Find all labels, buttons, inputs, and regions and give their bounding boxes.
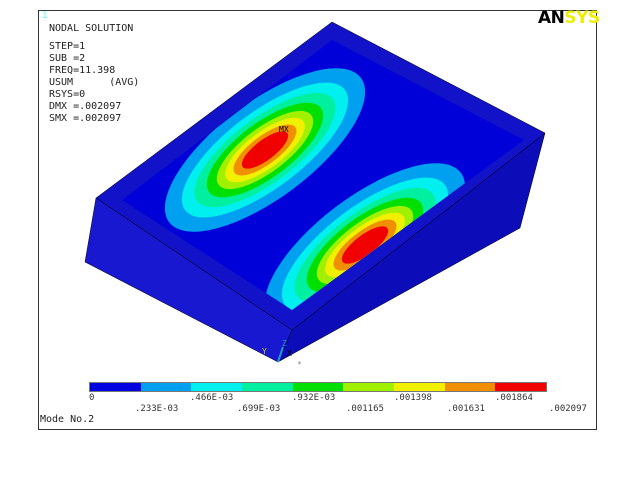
graphics-window[interactable] <box>38 10 597 430</box>
legend-band-7 <box>394 383 445 391</box>
legend-label: .001864 <box>495 393 533 403</box>
max-marker: MX <box>279 125 289 134</box>
legend-label: .699E-03 <box>237 404 281 414</box>
info-step: STEP=1 <box>49 41 86 52</box>
legend-label: .001398 <box>394 393 432 403</box>
legend-label: 0 <box>89 393 95 403</box>
legend-label: .932E-03 <box>292 393 336 403</box>
solution-title: NODAL SOLUTION <box>49 23 134 34</box>
svg-text:Z: Z <box>282 339 287 348</box>
legend-band-6 <box>343 383 395 391</box>
info-smx: SMX =.002097 <box>49 113 122 124</box>
axis-triad: Y Z X * <box>262 339 302 369</box>
legend-band-5 <box>292 383 344 391</box>
color-legend <box>89 382 547 392</box>
svg-text:*: * <box>297 360 302 369</box>
legend-band-2 <box>140 383 192 391</box>
legend-band-3 <box>191 383 243 391</box>
cavity-floor <box>122 40 524 310</box>
legend-band-8 <box>444 383 496 391</box>
ansys-logo: ANSYS <box>538 8 600 28</box>
legend-label: .001165 <box>346 404 384 414</box>
legend-label: .002097 <box>549 404 587 414</box>
svg-text:X: X <box>287 349 292 358</box>
legend-label: .466E-03 <box>190 393 234 403</box>
legend-label: .233E-03 <box>135 404 179 414</box>
legend-band-9 <box>495 383 547 391</box>
svg-text:Y: Y <box>262 347 267 356</box>
legend-band-1 <box>90 383 141 391</box>
mode-label: Mode No.2 <box>40 414 95 425</box>
info-rsys: RSYS=0 <box>49 89 86 100</box>
window-number: 1 <box>42 11 48 21</box>
legend-band-4 <box>242 383 293 391</box>
legend-label: .001631 <box>447 404 485 414</box>
info-freq: FREQ=11.398 <box>49 65 116 76</box>
info-sub: SUB =2 <box>49 53 86 64</box>
info-usum: USUM (AVG) <box>49 77 140 88</box>
info-dmx: DMX =.002097 <box>49 101 122 112</box>
